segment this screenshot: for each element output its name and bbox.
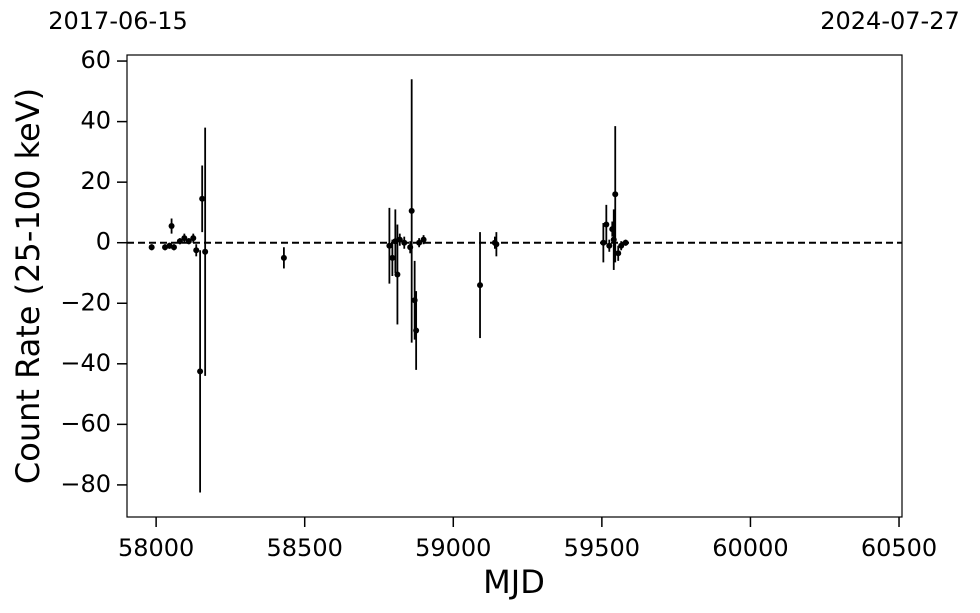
- data-point: [477, 282, 484, 289]
- data-point: [176, 238, 183, 245]
- data-point: [170, 244, 177, 251]
- data-point: [618, 242, 625, 249]
- data-point: [199, 195, 206, 202]
- x-tick-label: 60500: [861, 534, 937, 562]
- top-left-label: 2017-06-15: [48, 7, 187, 35]
- data-point: [600, 239, 607, 246]
- y-tick-label: −60: [60, 409, 111, 437]
- y-axis-label: Count Rate (25-100 keV): [9, 88, 47, 484]
- y-tick-label: −80: [60, 470, 111, 498]
- data-point: [190, 235, 197, 242]
- data-point: [416, 239, 423, 246]
- data-point: [612, 191, 619, 198]
- data-point: [493, 241, 500, 248]
- data-point: [389, 254, 396, 261]
- x-tick-label: 58000: [118, 534, 194, 562]
- data-point: [193, 247, 200, 254]
- data-point: [181, 235, 188, 242]
- data-point: [413, 327, 420, 334]
- data-point: [408, 207, 415, 214]
- data-point: [280, 254, 287, 261]
- data-point: [420, 236, 427, 243]
- y-tick-label: 60: [80, 46, 111, 74]
- y-tick-label: 0: [96, 228, 111, 256]
- data-point: [202, 248, 209, 255]
- data-point: [396, 236, 403, 243]
- data-point: [606, 242, 613, 249]
- x-tick-label: 60000: [712, 534, 788, 562]
- y-tick-label: −20: [60, 288, 111, 316]
- plot-frame: [126, 54, 903, 518]
- data-point: [401, 239, 408, 246]
- data-point: [197, 368, 204, 375]
- x-tick-label: 58500: [267, 534, 343, 562]
- y-tick-label: 20: [80, 167, 111, 195]
- data-point: [185, 238, 192, 245]
- data-point: [394, 271, 401, 278]
- data-point: [168, 223, 175, 230]
- x-tick-label: 59000: [415, 534, 491, 562]
- data-point: [603, 221, 610, 228]
- y-tick-label: 40: [80, 107, 111, 135]
- top-right-label: 2024-07-27: [820, 7, 959, 35]
- data-point: [622, 239, 629, 246]
- data-point: [386, 242, 393, 249]
- x-tick-label: 59500: [564, 534, 640, 562]
- data-point: [615, 250, 622, 257]
- y-tick-label: −40: [60, 349, 111, 377]
- data-point: [148, 244, 155, 251]
- x-axis-label: MJD: [483, 563, 545, 601]
